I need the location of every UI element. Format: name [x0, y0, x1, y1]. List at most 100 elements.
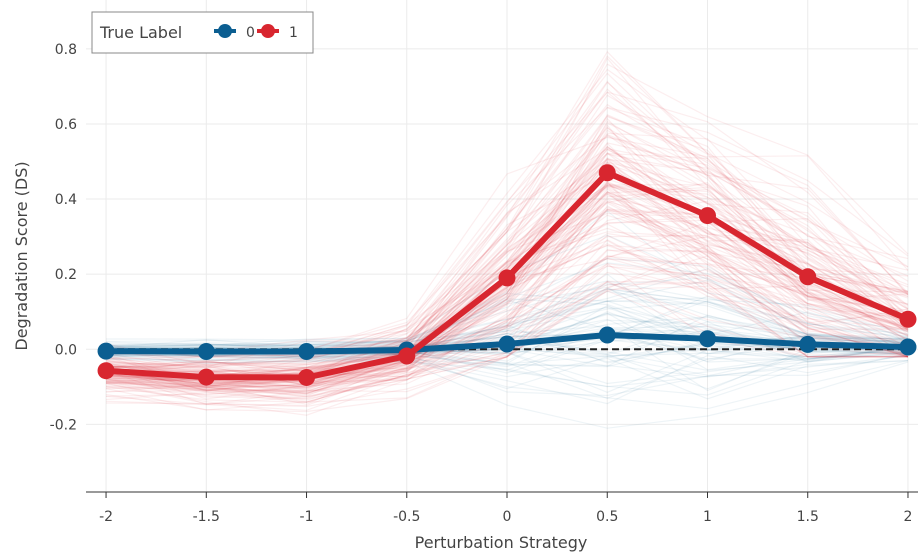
- sample-line-1: [105, 146, 909, 374]
- sample-line-1: [105, 145, 909, 376]
- legend-marker-0: [218, 24, 232, 38]
- y-axis-title: Degradation Score (DS): [12, 161, 31, 350]
- sample-line-1: [105, 106, 909, 368]
- series-1-point-6: [698, 207, 716, 225]
- sample-line-0: [105, 354, 909, 410]
- sample-line-1: [105, 142, 909, 369]
- sample-line-1: [105, 103, 909, 369]
- sample-line-1: [105, 182, 909, 389]
- sample-line-1: [105, 265, 909, 387]
- sample-line-1: [105, 188, 909, 390]
- series-1-point-7: [799, 268, 817, 286]
- sample-line-1: [105, 238, 909, 404]
- sample-line-0: [105, 353, 909, 390]
- x-tick-label-6: 1: [703, 509, 712, 525]
- sample-line-1: [105, 157, 909, 372]
- sample-line-1: [105, 136, 909, 359]
- sample-line-0: [105, 262, 909, 349]
- sample-line-1: [105, 255, 909, 401]
- sample-line-1: [105, 157, 909, 373]
- series-0-point-2: [298, 343, 316, 361]
- sample-line-1: [105, 57, 909, 360]
- series-1-point-5: [598, 164, 616, 182]
- sample-line-1: [105, 234, 909, 411]
- sample-line-0: [105, 257, 909, 347]
- sample-line-1: [105, 81, 909, 366]
- sample-line-0: [105, 267, 909, 348]
- sample-line-1: [105, 190, 909, 394]
- series-1-point-0: [97, 362, 115, 380]
- sample-line-0: [105, 354, 909, 378]
- sample-line-1: [105, 191, 909, 392]
- x-tick-label-1: -1.5: [193, 509, 220, 525]
- sample-line-1: [105, 68, 909, 359]
- sample-line-1: [105, 115, 909, 369]
- sample-line-1: [105, 174, 909, 369]
- sample-line-0: [105, 351, 909, 388]
- sample-line-1: [105, 280, 909, 416]
- sample-line-1: [105, 132, 909, 369]
- sample-line-1: [105, 208, 909, 386]
- sample-line-1: [105, 210, 909, 377]
- sample-line-1: [105, 200, 909, 385]
- sample-line-1: [105, 152, 909, 378]
- sample-line-1: [105, 257, 909, 396]
- sample-line-1: [105, 106, 909, 369]
- sample-line-1: [105, 145, 909, 374]
- x-axis-title: Perturbation Strategy: [415, 533, 588, 552]
- x-tick-label-3: -0.5: [393, 509, 420, 525]
- sample-line-1: [105, 88, 909, 374]
- sample-line-1: [105, 232, 909, 399]
- sample-line-0: [105, 346, 909, 396]
- sample-line-0: [105, 299, 909, 349]
- sample-line-1: [105, 244, 908, 398]
- x-tick-label-4: 0: [503, 509, 512, 525]
- series-0-point-7: [799, 335, 817, 353]
- sample-line-0: [105, 358, 909, 429]
- sample-line-1: [105, 63, 909, 353]
- y-tick-label-1: 0.0: [55, 342, 77, 358]
- y-tick-label-3: 0.4: [55, 192, 77, 208]
- sample-line-1: [105, 126, 909, 376]
- sample-line-1: [105, 285, 908, 408]
- tick-labels: -2 -1.5 -1 -0.5 0 0.5 1 1.5 2 -0.2 0.0 0.2 0.4 0.6 0.8: [50, 42, 913, 525]
- sample-line-1: [105, 184, 909, 372]
- sample-line-1: [105, 197, 909, 385]
- sample-line-1: [105, 214, 909, 391]
- sample-line-1: [105, 200, 909, 386]
- sample-line-1: [105, 263, 909, 390]
- sample-line-0: [105, 354, 909, 400]
- y-tick-label-5: 0.8: [55, 42, 77, 58]
- sample-line-1: [105, 114, 909, 358]
- sample-line-1: [105, 142, 909, 390]
- x-tick-label-8: 2: [904, 509, 913, 525]
- sample-line-0: [105, 354, 909, 405]
- sample-line-1: [105, 227, 909, 391]
- sample-line-1: [105, 235, 909, 388]
- series-1-point-2: [298, 368, 316, 386]
- series-0-point-6: [698, 330, 716, 348]
- sample-line-1: [105, 249, 909, 397]
- sample-line-1: [105, 221, 909, 393]
- sample-line-1: [105, 152, 909, 372]
- series-0-point-0: [97, 342, 115, 360]
- series-1-point-4: [498, 269, 516, 287]
- mean-series-lines: [97, 164, 917, 386]
- sample-line-1: [105, 180, 909, 396]
- series-0-point-1: [197, 343, 215, 361]
- sample-line-1: [105, 234, 909, 395]
- y-tick-label-2: 0.2: [55, 267, 77, 283]
- series-1-point-3: [398, 347, 416, 365]
- series-1-point-1: [197, 368, 215, 386]
- sample-line-1: [105, 158, 909, 369]
- sample-line-1: [105, 243, 909, 387]
- y-tick-label-0: -0.2: [50, 417, 77, 433]
- legend-marker-1: [261, 24, 275, 38]
- sample-line-1: [105, 55, 909, 368]
- series-1-point-8: [899, 310, 917, 328]
- sample-line-0: [105, 282, 909, 349]
- sample-line-0: [105, 210, 909, 343]
- sample-line-0: [105, 276, 909, 346]
